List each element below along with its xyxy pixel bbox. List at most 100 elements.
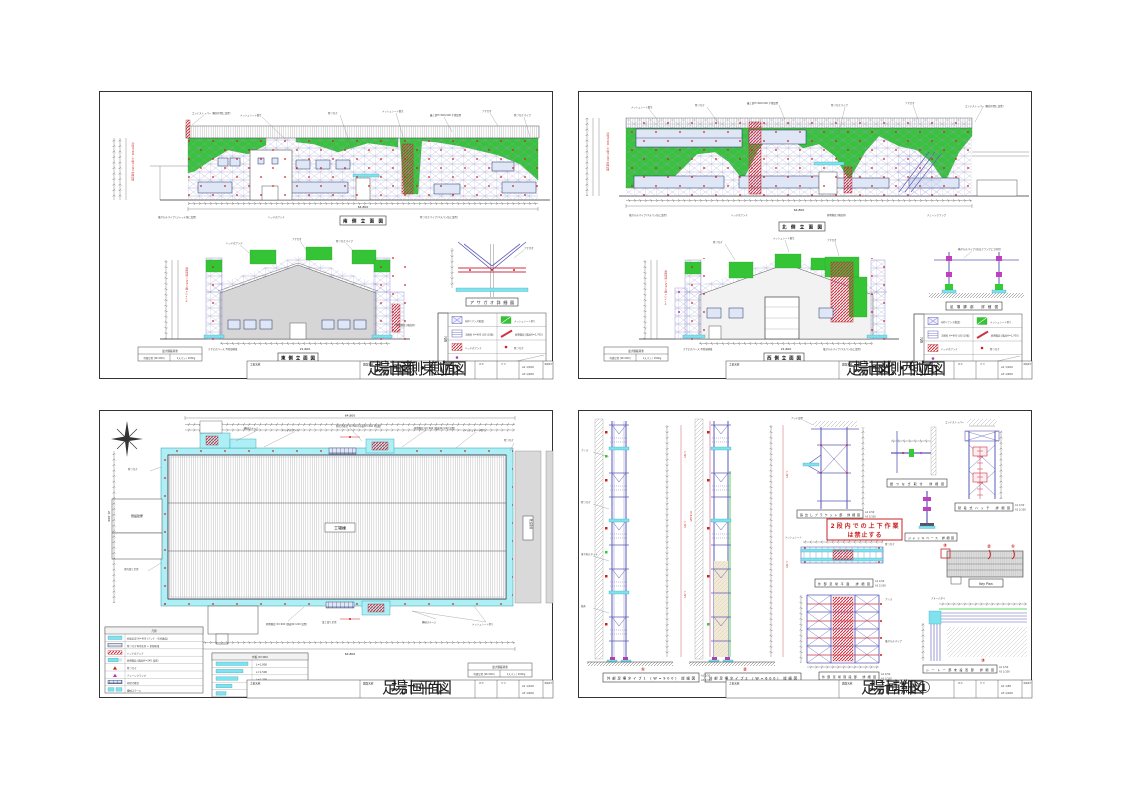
annotations-south: エンドストッパー (階段中間に設置) メッシュシート養生 壁つなぎ メッシュシー…: [158, 109, 531, 219]
svg-text:枠組足場 (W=900): 枠組足場 (W=900): [609, 356, 630, 360]
svg-text:壁つなぎ: 壁つなぎ: [127, 666, 137, 670]
svg-text:A1 1/50: A1 1/50: [701, 675, 711, 678]
svg-text:手摺枠 H=900 (先行手摺): 手摺枠 H=900 (先行手摺): [941, 334, 970, 338]
svg-text:図面名称: 図面名称: [363, 682, 374, 686]
annotation: 場内渡り足場: [124, 567, 139, 571]
svg-text:メッシュシート張り: メッシュシート張り: [990, 320, 1012, 324]
caption-north-elevation: 北側立面図: [778, 221, 826, 232]
svg-text:図面番号: 図面番号: [545, 362, 553, 366]
detail-wall-tie: 壁つなぎ取付 詳細図: [886, 426, 948, 488]
annotation: 荷揚げ構台 W=900 (布板W=240 2枚敷): [336, 424, 381, 428]
view-east-elevation: [160, 246, 410, 340]
svg-text:日 付: 日 付: [501, 681, 506, 685]
red-note-west: 枠組足場 1,725×4段 +ジャッキ: [664, 270, 668, 306]
annotation: 機械ステージ: [244, 426, 259, 430]
annotation: 壁つなぎパイプ: [336, 239, 353, 243]
svg-text:A1 1/100: A1 1/100: [522, 684, 534, 688]
svg-text:最大積載荷重: 最大積載荷重: [162, 349, 178, 353]
ref-number: ②: [987, 544, 991, 550]
elevation-south-east-drawing: 64,800 手摺H=900・中桟H=450 各段設置 エンドストッパー (階段…: [112, 109, 554, 380]
legend-title: 布板 W=900: [252, 655, 268, 659]
detail-jack-base: ジャッキベース 詳細図: [904, 491, 958, 542]
annotation: ブレス: [885, 597, 893, 601]
svg-text:ハッチ式アンチ: ハッチ式アンチ: [465, 346, 482, 350]
annotation: アンチ設置: [791, 416, 803, 420]
adjacent-building-label: 既設建屋: [131, 513, 143, 518]
svg-text:メッシュシート張り: メッシュシート張り: [514, 319, 536, 323]
svg-text:A1 1/50: A1 1/50: [865, 511, 875, 514]
svg-text:枠組足場 (W=900): 枠組足場 (W=900): [473, 672, 494, 676]
svg-text:A1 1/50: A1 1/50: [999, 666, 1009, 669]
annotations-east: ハッチ式アンチ アサガオ 壁つなぎパイプ クサビ式ベース 不陸部補強 昇降階段 …: [208, 237, 415, 351]
svg-text:工事名称: 工事名称: [729, 363, 740, 367]
legend: 凡例 布枠 (アンチ敷設) メッシュシート張り 手摺枠 H=900 (先行手摺)…: [437, 312, 547, 368]
drawing-name: 足場計画図 南側・東側立面図: [367, 359, 467, 378]
annotation: 壁つなぎパイプ: [514, 113, 531, 117]
annotation: ハッチ式アンチ: [226, 241, 243, 245]
view-north-elevation: [619, 117, 1029, 197]
svg-text:承 認: 承 認: [958, 362, 963, 366]
svg-text:A1 1/50: A1 1/50: [1015, 504, 1025, 507]
annotation: 壁つなぎパイプ: [831, 103, 848, 107]
svg-text:壁つなぎ: 壁つなぎ: [990, 347, 1000, 351]
svg-text:ハッチ式アンチ: ハッチ式アンチ: [127, 651, 144, 655]
caption-south-elevation: 南側立面図: [339, 215, 387, 226]
annotation: フォームタイ: [931, 596, 946, 600]
svg-text:承 認: 承 認: [479, 362, 484, 366]
caption-detail: 壁つなぎ取付 詳細図: [890, 481, 944, 486]
annotation: エンドストッパー (階段中間に設置): [965, 104, 1004, 108]
annotation: メッシュシート養生: [240, 113, 262, 117]
svg-text:東側立面図: 東側立面図: [281, 355, 316, 362]
factory-building-plan: 工場棟: [160, 420, 514, 620]
section-number: ①: [641, 667, 645, 673]
title-block: 工事名称 図面名称 足場計画図 南側・東側立面図 承 認 日 付 A1 1/10…: [246, 359, 554, 380]
svg-text:図面番号: 図面番号: [545, 681, 553, 685]
svg-text:最大積載荷重: 最大積載荷重: [492, 665, 508, 669]
svg-text:布枠 (アンチ敷設): 布枠 (アンチ敷設): [465, 319, 484, 323]
svg-text:A3 1/100: A3 1/100: [875, 585, 886, 588]
annotation: クサビ式ベース 不陸部補強: [683, 347, 713, 351]
plan-legend: 凡例 枠組足場 W=900 (アンチ・布枠敷設) 壁つなぎ専用金具 + 単管補強…: [104, 626, 204, 694]
svg-text:承 認: 承 認: [958, 681, 963, 685]
svg-text:壁つなぎ専用金具 + 単管補強: 壁つなぎ専用金具 + 単管補強: [127, 644, 160, 648]
detail-bracket: アンチ設置 張出しブラケット部 詳細図 A1 1/50 A3 1/100: [791, 416, 876, 519]
plan-drawing: 64,800 工場棟 既設建屋 既設建屋: [104, 414, 554, 699]
annotation: アサガオ: [524, 246, 534, 250]
annotation: ハッチ式アンチ: [731, 213, 748, 217]
annotation: メッシュシート張り: [472, 622, 494, 626]
sheet-elevation-north-west: 64,800 手摺H=900・中桟H=450 各段設置 メッシュシート養生 壁つ…: [578, 91, 1033, 380]
svg-text:1,725: 1,725: [785, 561, 788, 568]
annotation: エンドストッパー: [945, 420, 965, 424]
dim-total-side: 21,600: [107, 511, 111, 522]
caption-detail: 外部足場タイプ2 (W=600) 詳細図: [709, 676, 798, 681]
ref-number: ①: [1011, 544, 1015, 550]
svg-text:1,725: 1,725: [683, 591, 686, 598]
warning-line-1: 2段内での上下作業: [831, 522, 900, 530]
dimensions-north: 64,800 手摺H=900・中桟H=450 各段設置: [585, 118, 973, 212]
caption-detail: 足場脚部 詳細図: [950, 304, 999, 309]
key-plan: ③ ② ① Key Plan: [940, 543, 1024, 588]
svg-text:A1 1/50: A1 1/50: [1001, 684, 1011, 688]
svg-text:A3 1/100: A3 1/100: [1001, 691, 1013, 695]
annotation: 横がらみパイプ (直交クランプにて固定): [958, 247, 1001, 251]
svg-text:南側立面図: 南側立面図: [343, 218, 384, 225]
warning-line-2: は禁止する: [848, 531, 882, 539]
svg-text:昇降階段 (階高H=1,700): 昇降階段 (階高H=1,700): [991, 334, 1019, 338]
adjacent-buildings: 既設建屋 既設建屋: [111, 450, 554, 645]
load-note: 最大積載荷重 枠組足場 (W=900) 1スパン / 200kg: [467, 662, 533, 678]
svg-text:L=1,800: L=1,800: [256, 663, 267, 667]
annotation: 根がらみパイプ (1スパン毎に設置): [629, 213, 667, 217]
annotation: ハッチ式アンチ: [282, 428, 299, 432]
detail-hatch-frame: エンドストッパー 階段式ハッチ 詳細図 A1 1/50 A3 1/100: [945, 419, 1026, 512]
north-arrow-icon: [111, 421, 143, 457]
annotation: ブレス: [581, 448, 589, 452]
title-block: 工事名称 図面名称 足場計画詳細図① 承 認 日 付 A1 1/50 A3 1/…: [725, 678, 1033, 699]
svg-text:枠組足場 (W=900): 枠組足場 (W=900): [143, 356, 164, 360]
annotation: クサビ式ベース 不陸部補強: [208, 347, 238, 351]
annotation: アサガオ: [482, 109, 492, 113]
annotation: 壁つなぎ: [885, 542, 895, 546]
svg-text:A1 1/100: A1 1/100: [1001, 365, 1013, 369]
caption-detail: 外部足場平面 詳細図: [818, 581, 870, 586]
dim-total-south: 64,800: [358, 205, 369, 209]
